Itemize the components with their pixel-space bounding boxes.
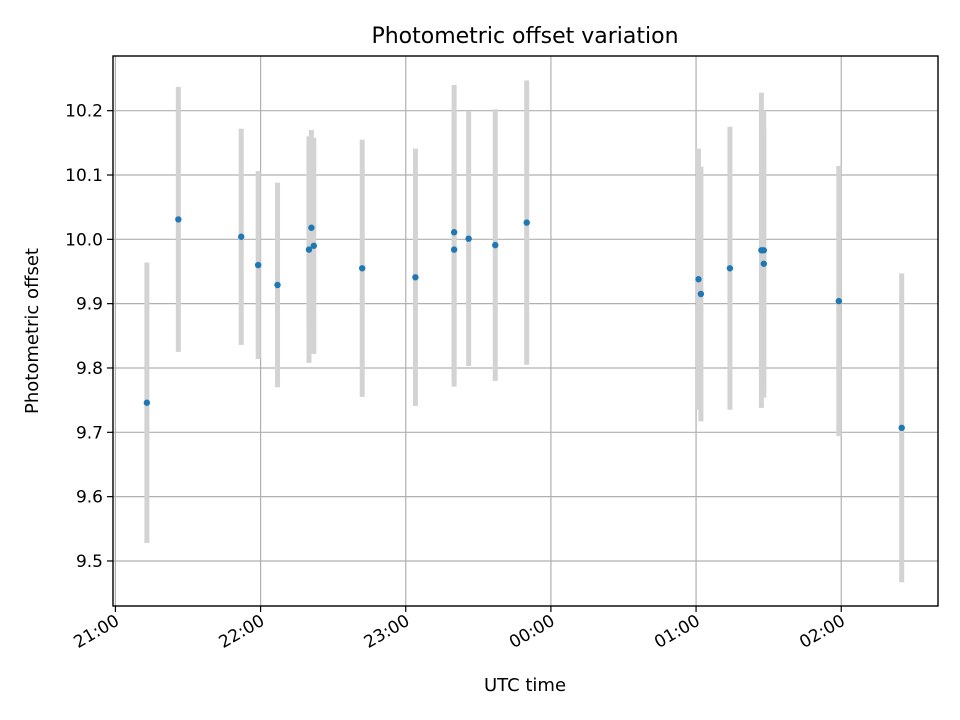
data-point [175,216,182,223]
y-tick-label: 10.1 [65,166,103,186]
y-tick-label: 10.0 [65,230,103,250]
y-tick-label: 9.5 [76,552,103,572]
data-point [308,224,315,231]
data-point [143,399,151,406]
data-point [305,246,313,253]
data-point [492,241,499,249]
data-points [143,216,905,432]
data-point [412,274,419,281]
data-point [760,260,768,267]
plot-frame [112,55,939,607]
data-point [726,265,734,272]
data-point [238,233,245,240]
data-point [450,246,458,253]
data-point [835,297,843,305]
data-point [274,281,281,289]
data-point [465,235,472,242]
data-point [695,276,702,283]
data-point [254,261,262,269]
y-tick-label: 10.2 [65,102,103,122]
data-point [697,290,705,298]
y-tick-label: 9.6 [76,488,103,508]
y-axis-label: Photometric offset [22,248,43,414]
data-point [310,242,318,249]
chart-title: Photometric offset variation [371,24,678,49]
data-point [358,265,366,272]
x-axis-label: UTC time [484,675,566,696]
y-tick-label: 9.8 [76,359,103,379]
y-tick-label: 9.7 [76,423,103,443]
data-point [898,424,905,432]
y-tick-label: 9.9 [76,295,103,315]
data-point [760,247,768,254]
data-point [523,219,530,226]
data-point [450,229,458,236]
